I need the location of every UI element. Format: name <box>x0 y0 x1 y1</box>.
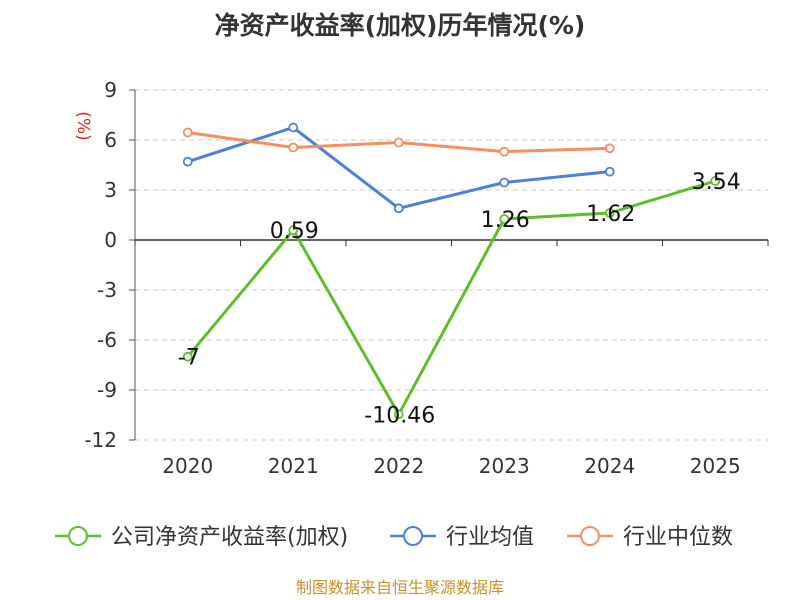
data-label: -10.46 <box>364 403 435 428</box>
x-tick-labels: 2020 2021 2022 2023 2024 2025 <box>162 454 740 478</box>
chart-title: 净资产收益率(加权)历年情况(%) <box>215 11 586 40</box>
data-point <box>499 177 510 188</box>
data-labels: -7 0.59 -10.46 1.26 1.62 3.54 <box>178 170 741 428</box>
data-point <box>182 127 193 138</box>
x-tick-label: 2024 <box>584 454 635 478</box>
legend-item[interactable]: 公司净资产收益率(加权) <box>55 525 348 550</box>
source-note: 制图数据来自恒生聚源数据库 <box>296 578 504 597</box>
legend-label: 公司净资产收益率(加权) <box>111 525 348 550</box>
x-tick-label: 2023 <box>479 454 530 478</box>
data-point <box>499 146 510 157</box>
x-tick-label: 2025 <box>690 454 741 478</box>
data-point <box>288 142 299 153</box>
y-tick-label: 9 <box>104 78 117 102</box>
legend[interactable]: 公司净资产收益率(加权) 行业均值 行业中位数 <box>55 525 733 550</box>
data-point <box>288 122 299 133</box>
data-point <box>499 214 510 224</box>
x-tick-label: 2020 <box>162 454 213 478</box>
data-point <box>604 143 615 154</box>
legend-swatch-marker <box>580 526 600 546</box>
data-point <box>604 166 615 177</box>
y-tick-label: 3 <box>104 178 117 202</box>
data-point <box>710 176 721 186</box>
y-tick-label: 0 <box>104 228 117 252</box>
y-tick-labels: 9 6 3 0 -3 -6 -9 -12 <box>84 78 117 452</box>
data-label: -7 <box>178 346 200 371</box>
data-point <box>604 208 615 218</box>
data-point <box>393 409 404 420</box>
series-group <box>182 122 721 420</box>
x-tick-label: 2021 <box>268 454 319 478</box>
grid <box>135 89 768 441</box>
legend-swatch-marker <box>403 526 423 546</box>
legend-item[interactable]: 行业均值 <box>390 525 534 550</box>
x-tick-label: 2022 <box>373 454 424 478</box>
y-tick-label: -6 <box>97 328 117 352</box>
y-tick-label: 6 <box>104 128 117 152</box>
data-label: 1.62 <box>586 202 635 227</box>
data-label: 0.59 <box>270 219 319 244</box>
series-line <box>186 179 716 416</box>
data-label: 1.26 <box>481 208 530 233</box>
data-point <box>288 225 299 236</box>
data-point <box>393 137 404 148</box>
data-point <box>182 156 193 167</box>
axes <box>129 89 769 441</box>
legend-label: 行业中位数 <box>623 525 733 550</box>
data-label: 3.54 <box>692 170 741 195</box>
y-tick-label: -9 <box>97 378 117 402</box>
y-tick-label: -12 <box>84 428 117 452</box>
y-axis-unit: (%) <box>73 111 93 140</box>
legend-swatch-marker <box>68 526 88 546</box>
legend-item[interactable]: 行业中位数 <box>567 525 733 550</box>
y-tick-label: -3 <box>97 278 117 302</box>
legend-label: 行业均值 <box>446 525 534 550</box>
data-point <box>393 203 404 214</box>
data-point <box>182 351 193 362</box>
